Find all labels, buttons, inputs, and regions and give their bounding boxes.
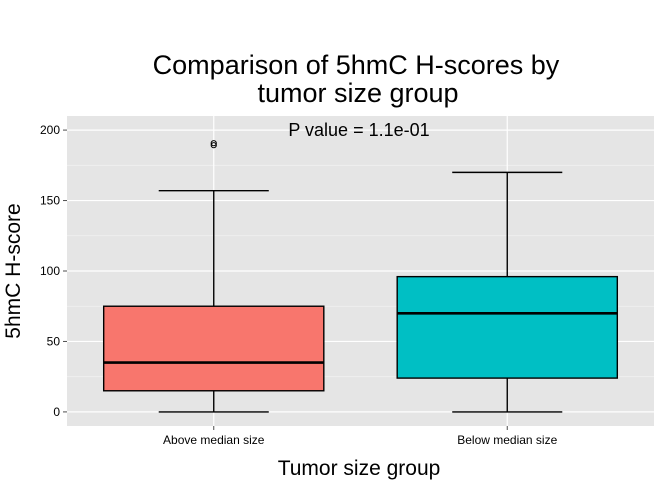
chart-title-line-1: Comparison of 5hmC H-scores by bbox=[153, 50, 560, 80]
outlier-point bbox=[210, 142, 217, 149]
box-group bbox=[396, 171, 619, 413]
y-tick-label: 200 bbox=[40, 123, 60, 137]
chart-title-line-2: tumor size group bbox=[257, 78, 458, 108]
x-tick-label: Below median size bbox=[457, 433, 557, 447]
x-axis-title: Tumor size group bbox=[278, 457, 441, 480]
y-tick-label: 100 bbox=[40, 264, 60, 278]
box-group bbox=[102, 140, 325, 413]
outlier-point bbox=[210, 140, 217, 147]
p-value-annotation: P value = 1.1e-01 bbox=[288, 120, 429, 140]
y-tick-label: 0 bbox=[53, 405, 60, 419]
x-tick-label: Above median size bbox=[163, 433, 265, 447]
y-tick-label: 50 bbox=[47, 334, 61, 348]
box-iqr bbox=[102, 305, 325, 392]
box-iqr bbox=[396, 275, 619, 379]
y-tick-label: 150 bbox=[40, 194, 60, 208]
y-axis-title: 5hmC H-score bbox=[2, 203, 25, 338]
